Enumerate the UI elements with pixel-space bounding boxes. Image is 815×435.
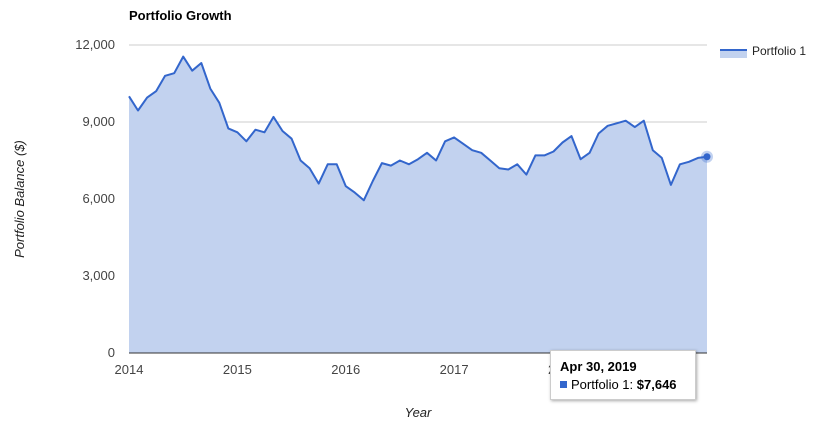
x-tick-label: 2017	[440, 362, 469, 377]
series-line-portfolio-1[interactable]	[128, 55, 708, 202]
chart-title: Portfolio Growth	[129, 8, 232, 23]
legend-swatch-fill	[720, 50, 747, 58]
plot-area	[128, 55, 713, 354]
tooltip-row: Portfolio 1: $7,646	[560, 377, 677, 392]
legend-label-portfolio-1: Portfolio 1	[752, 44, 806, 58]
y-axis-ticks: 0 3,000 6,000 9,000 12,000	[75, 37, 115, 360]
x-tick-label: 2015	[223, 362, 252, 377]
tooltip-series-label: Portfolio 1:	[571, 377, 637, 392]
highlight-point[interactable]	[703, 153, 711, 161]
y-tick-label: 6,000	[82, 191, 115, 206]
y-tick-label: 0	[108, 345, 115, 360]
tooltip-date: Apr 30, 2019	[560, 359, 637, 374]
x-tick-label: 2016	[331, 362, 360, 377]
y-tick-label: 12,000	[75, 37, 115, 52]
data-point-tooltip: Apr 30, 2019 Portfolio 1: $7,646	[550, 350, 696, 400]
x-axis-title: Year	[405, 405, 432, 420]
y-axis-title: Portfolio Balance ($)	[12, 140, 27, 258]
tooltip-value: $7,646	[636, 377, 677, 392]
y-tick-label: 9,000	[82, 114, 115, 129]
y-tick-label: 3,000	[82, 268, 115, 283]
series-area-portfolio-1	[129, 56, 707, 353]
tooltip-series-swatch	[560, 381, 567, 388]
legend[interactable]: Portfolio 1	[720, 44, 806, 58]
x-tick-label: 2014	[115, 362, 144, 377]
